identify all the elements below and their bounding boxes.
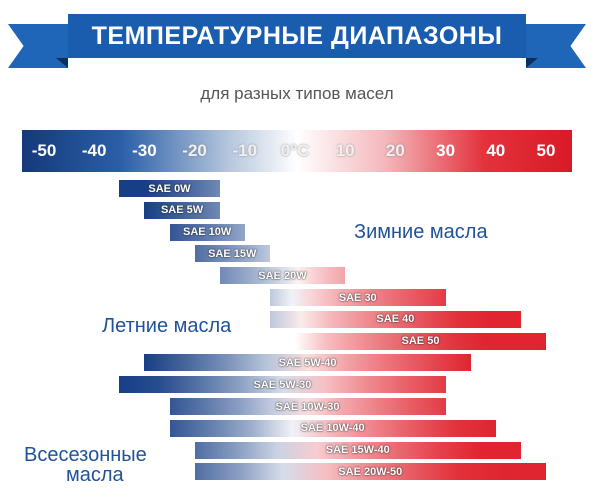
scale-tick-label: -20 [182,141,207,160]
scale-tick-label: -50 [31,141,57,160]
scale-tick-label: 10 [335,141,355,160]
page-title: ТЕМПЕРАТУРНЫЕ ДИАПАЗОНЫ [68,14,526,58]
oil-grade-label: SAE 10W [183,226,232,239]
oil-grade-label: SAE 40 [376,313,415,326]
group-label-allseason-line2: масла [66,464,124,486]
oil-grade-label: SAE 15W-40 [325,444,390,457]
scale-tick-label: 40 [486,141,506,160]
oil-range-bar: SAE 5W-40 [144,354,471,372]
oil-range-bar: SAE 0W [119,180,220,197]
oil-range-bar: SAE 40 [269,310,521,328]
oil-range-bar: SAE 50 [295,332,546,350]
temperature-scale-bar: -50 -40 -30 -20 -10 0°C 10 20 30 40 50 [22,130,572,172]
oil-grade-label: SAE 30 [338,291,377,304]
title-ribbon-right-tail [526,24,586,68]
oil-range-bar: SAE 15W [194,245,270,263]
oil-range-bar: SAE 5W-30 [119,376,446,394]
scale-tick-label: -40 [81,141,107,160]
oil-range-bar: SAE 10W-30 [169,398,446,415]
scale-tick-label: -10 [232,141,258,160]
scale-tick-label: 50 [536,141,556,160]
oil-range-bar: SAE 20W [219,267,346,285]
scale-tick-label: 30 [436,141,456,160]
oil-grade-label: SAE 10W-40 [300,422,365,435]
oil-range-bar: SAE 15W-40 [194,441,521,459]
scale-tick-label: 20 [385,141,405,160]
oil-range-bar: SAE 10W-40 [169,419,496,437]
oil-grade-label: SAE 50 [401,335,440,348]
oil-range-bar: SAE 20W-50 [194,463,546,481]
title-ribbon-left-fold [56,58,68,68]
oil-grade-label: SAE 20W [258,269,307,282]
group-label-summer: Летние масла [102,315,232,337]
oil-range-bar: SAE 5W [144,201,220,219]
scale-tick-label: -30 [132,141,157,160]
oil-grade-label: SAE 5W-40 [278,356,337,369]
scale-tick-label: 0°C [280,141,310,160]
oil-grade-label: SAE 15W [208,247,257,260]
oil-grade-label: SAE 5W-30 [253,378,312,391]
title-ribbon-left-tail [8,24,68,68]
oil-range-bar: SAE 30 [269,289,446,306]
page-subtitle: для разных типов масел [200,84,394,103]
group-label-winter: Зимние масла [354,221,488,243]
oil-range-bar: SAE 10W [169,223,245,241]
oil-grade-label: SAE 0W [148,182,191,195]
group-label-allseason-line1: Всесезонные [24,444,147,466]
oil-grade-label: SAE 10W-30 [275,400,340,413]
title-ribbon-right-fold [526,58,538,68]
oil-grade-label: SAE 20W-50 [338,465,403,478]
oil-grade-label: SAE 5W [160,204,204,217]
